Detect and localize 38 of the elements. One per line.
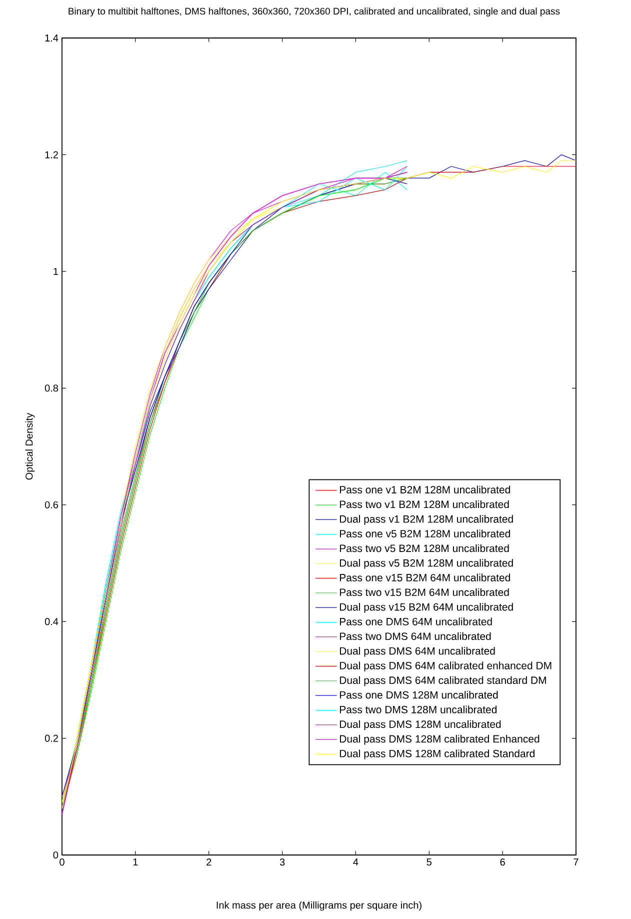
legend-label: Dual pass DMS 128M calibrated Standard <box>340 750 534 760</box>
y-tick-label: 0.2 <box>44 734 58 742</box>
x-tick-label: 0 <box>60 858 64 866</box>
x-tick-label: 3 <box>280 858 285 866</box>
y-tick-label: 1.4 <box>45 34 58 42</box>
x-tick-label: 7 <box>574 858 578 866</box>
y-tick-label: 0 <box>53 851 58 859</box>
legend-label: Dual pass v5 B2M 128M uncalibrated <box>340 559 513 569</box>
y-tick-label: 1 <box>54 268 58 275</box>
legend-label: Dual pass v15 B2M 64M uncalibrated <box>340 602 513 613</box>
y-tick-label: 1.2 <box>45 151 58 158</box>
legend-label: Dual pass DMS 64M uncalibrated <box>340 646 495 657</box>
y-tick-label: 0.8 <box>44 384 58 392</box>
legend-label: Dual pass v1 B2M 128M uncalibrated <box>340 515 513 525</box>
legend-label: Pass two DMS 128M uncalibrated <box>340 706 497 714</box>
legend-label: Pass two v5 B2M 128M uncalibrated <box>340 544 509 552</box>
legend-label: Pass two v15 B2M 64M uncalibrated <box>340 588 509 596</box>
chart-title: Binary to multibit halftones, DMS halftones, 360x360, 720x360 DPI, calibrated and uncalibrated, single and dual pass <box>68 8 560 16</box>
legend-label: Pass one DMS 128M uncalibrated <box>340 690 498 699</box>
x-tick-label: 1 <box>133 858 138 866</box>
legend-label: Pass one v5 B2M 128M uncalibrated <box>340 530 510 538</box>
legend-label: Pass one DMS 64M uncalibrated <box>340 618 492 626</box>
y-tick-label: 0.6 <box>44 501 58 508</box>
legend-label: Dual pass DMS 64M calibrated standard DM <box>340 676 546 686</box>
x-tick-label: 4 <box>353 858 358 866</box>
legend-label: Dual pass DMS 128M calibrated Enhanced <box>340 734 540 745</box>
legend-label: Pass one v1 B2M 128M uncalibrated <box>340 486 510 494</box>
x-tick-label: 6 <box>500 858 505 866</box>
legend-label: Dual pass DMS 128M uncalibrated <box>340 720 501 730</box>
legend-label: Pass one v15 B2M 64M uncalibrated <box>340 574 510 582</box>
x-tick-label: 2 <box>206 858 212 866</box>
y-tick-label: 0.4 <box>44 618 58 626</box>
x-axis-title: Ink mass per area (Milligrams per square inch) <box>216 901 422 911</box>
x-tick-label: 5 <box>426 858 432 866</box>
y-axis-title: Optical Density <box>25 412 35 480</box>
legend-label: Pass two DMS 64M uncalibrated <box>340 632 491 640</box>
legend-label: Pass two v1 B2M 128M uncalibrated <box>340 500 509 508</box>
legend-label: Dual pass DMS 64M calibrated enhanced DM <box>340 662 552 672</box>
